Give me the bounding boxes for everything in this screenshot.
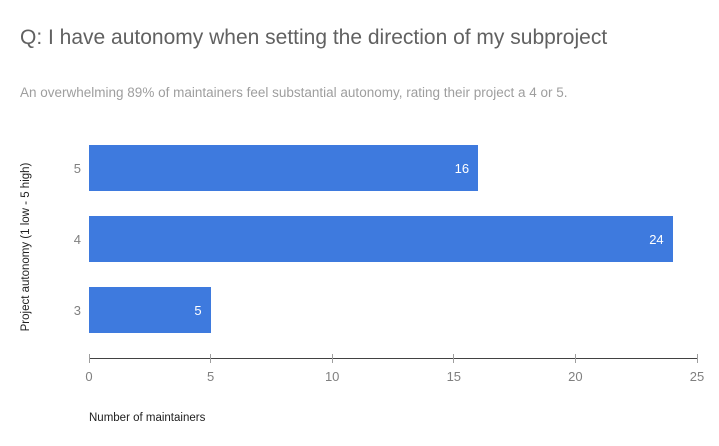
y-axis-title: Project autonomy (1 low - 5 high): [20, 162, 32, 332]
x-axis-tick-label: 5: [206, 369, 215, 384]
x-axis-tick-label: 25: [689, 369, 705, 384]
x-axis-tick: [210, 354, 212, 363]
chart-title: Q: I have autonomy when setting the dire…: [20, 26, 608, 49]
x-axis-line: [89, 358, 698, 359]
category-label: 5: [73, 160, 81, 176]
bar: 24: [89, 216, 673, 262]
category-label: 4: [73, 231, 81, 247]
x-axis-tick-label: 10: [324, 369, 340, 384]
category-label: 3: [73, 302, 81, 318]
bar-value-label: 16: [454, 160, 470, 176]
x-axis-tick: [696, 354, 698, 363]
bar-value-label: 24: [649, 231, 664, 247]
bar-value-label: 5: [194, 302, 202, 318]
x-axis-tick-label: 15: [446, 369, 462, 384]
x-axis-tick: [574, 354, 576, 363]
x-axis-tick-label: 0: [85, 369, 93, 384]
chart-subtitle: An overwhelming 89% of maintainers feel …: [20, 85, 568, 100]
x-axis-tick-label: 20: [568, 369, 583, 384]
x-axis-tick: [88, 354, 90, 363]
bar: 16: [89, 145, 479, 191]
x-axis-tick: [331, 354, 333, 363]
x-axis-tick: [453, 354, 455, 363]
x-axis-title: Number of maintainers: [89, 412, 206, 424]
bar: 5: [89, 287, 211, 333]
